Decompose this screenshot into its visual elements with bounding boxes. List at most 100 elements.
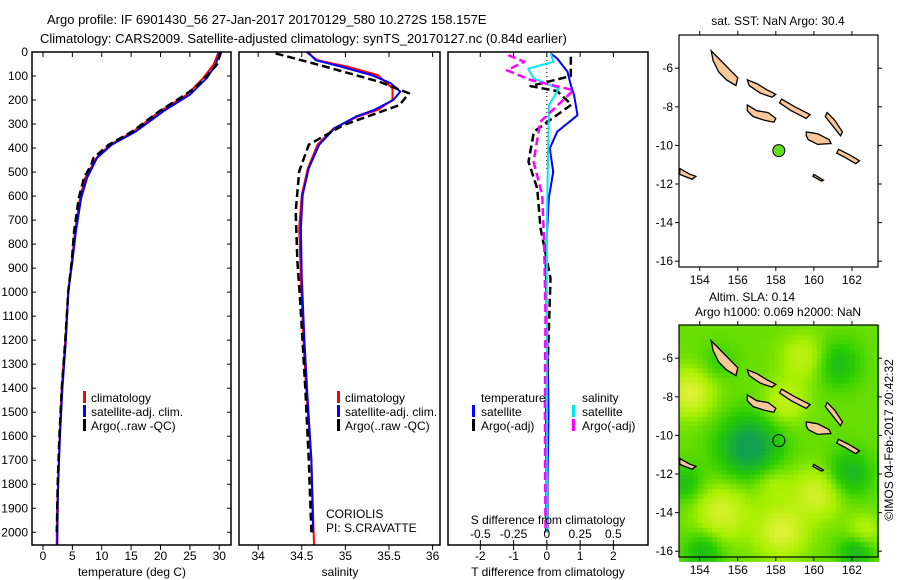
- sla-cell: [759, 474, 766, 480]
- sla-cell: [712, 503, 718, 509]
- sla-cell: [755, 450, 761, 456]
- sla-cell: [821, 503, 827, 509]
- sla-cell: [850, 397, 856, 403]
- sla-cell: [836, 498, 842, 504]
- sla-cell: [750, 349, 756, 355]
- sla-cell: [726, 416, 732, 422]
- sla-cell: [855, 382, 861, 389]
- sla-cell: [693, 397, 699, 403]
- sla-cell: [788, 484, 794, 490]
- sla-cell: [788, 455, 794, 461]
- sla-cell: [736, 358, 742, 365]
- sla-cell: [778, 436, 785, 442]
- island: [835, 438, 861, 455]
- sla-cell: [688, 503, 694, 509]
- y-tick-label: 500: [8, 165, 28, 179]
- sla-cell: [745, 498, 751, 504]
- sla-cell: [840, 325, 846, 331]
- island: [824, 401, 844, 428]
- sla-cell: [807, 508, 813, 514]
- sla-cell: [740, 498, 747, 504]
- sla-cell: [759, 416, 766, 422]
- sla-cell: [778, 411, 785, 418]
- sla-cell: [736, 344, 742, 350]
- y-tick-label: 0: [21, 45, 28, 59]
- sla-cell: [816, 378, 823, 384]
- sla-cell: [840, 450, 846, 456]
- sla-cell: [855, 474, 861, 480]
- sla-cell: [712, 532, 718, 538]
- legend-label: Argo(-adj): [582, 419, 635, 433]
- sla-cell: [793, 513, 799, 519]
- sla-cell: [683, 493, 690, 500]
- sla-cell: [745, 547, 751, 553]
- sla-cell: [802, 464, 808, 471]
- legend-label: Argo(..raw -QC): [345, 419, 430, 433]
- sla-cell: [683, 368, 690, 374]
- sla-cell: [736, 363, 742, 369]
- sla-cell: [707, 378, 713, 384]
- sla-cell: [698, 455, 704, 461]
- sla-cell: [855, 344, 861, 350]
- sla-cell: [797, 527, 804, 533]
- sla-cell: [807, 397, 813, 403]
- sla-cell: [864, 392, 870, 398]
- sla-cell: [693, 382, 699, 389]
- sla-cell: [783, 498, 789, 504]
- sla-cell: [864, 421, 870, 427]
- sla-cell: [826, 354, 832, 360]
- sla-cell: [821, 532, 827, 538]
- sla-cell: [679, 407, 685, 413]
- lon-tick-label: 158: [766, 563, 786, 577]
- sla-cell: [864, 339, 870, 345]
- sla-cell: [859, 402, 865, 408]
- sla-cell: [693, 378, 699, 384]
- x-tick-label: 34.5: [290, 549, 314, 563]
- sla-cell: [679, 532, 685, 538]
- map-frame: [678, 324, 879, 558]
- sla-cell: [821, 556, 827, 562]
- sla-cell: [855, 503, 861, 509]
- sla-cell: [836, 445, 842, 451]
- sla-cell: [698, 344, 704, 350]
- sla-cell: [845, 436, 851, 442]
- sla-cell: [740, 397, 747, 403]
- sla-cell: [712, 513, 718, 519]
- sla-cell: [707, 436, 713, 442]
- sla-cell: [698, 378, 704, 384]
- sla-cell: [774, 474, 780, 480]
- sla-cell: [816, 527, 823, 533]
- sla-cell: [836, 329, 842, 336]
- sla-cell: [769, 440, 775, 447]
- sla-cell: [769, 373, 775, 379]
- sla-cell: [821, 339, 827, 345]
- sla-cell: [859, 508, 865, 514]
- sla-cell: [755, 421, 761, 427]
- lon-tick-label: 156: [728, 273, 748, 287]
- sla-cell: [855, 522, 861, 529]
- sla-cell: [864, 358, 870, 365]
- sla-cell: [736, 373, 742, 379]
- sla-cell: [802, 431, 808, 437]
- sla-cell: [840, 436, 846, 442]
- sla-cell: [774, 392, 780, 398]
- sla-cell: [774, 440, 780, 447]
- sla-cell: [812, 440, 818, 447]
- sla-cell: [807, 518, 813, 524]
- sla-cell: [679, 329, 685, 336]
- sla-cell: [755, 537, 761, 543]
- sla-cell: [874, 339, 880, 345]
- sla-cell: [864, 349, 870, 355]
- sla-cell: [812, 455, 818, 461]
- sla-cell: [778, 513, 785, 519]
- sla-cell: [769, 522, 775, 529]
- sla-cell: [731, 416, 737, 422]
- sla-cell: [855, 402, 861, 408]
- sla-cell: [707, 450, 713, 456]
- sla-cell: [764, 542, 770, 548]
- sla-cell: [759, 460, 766, 466]
- sla-cell: [802, 493, 808, 500]
- sla-cell: [679, 402, 685, 408]
- sla-cell: [707, 513, 713, 519]
- lon-tick-label: 156: [728, 563, 748, 577]
